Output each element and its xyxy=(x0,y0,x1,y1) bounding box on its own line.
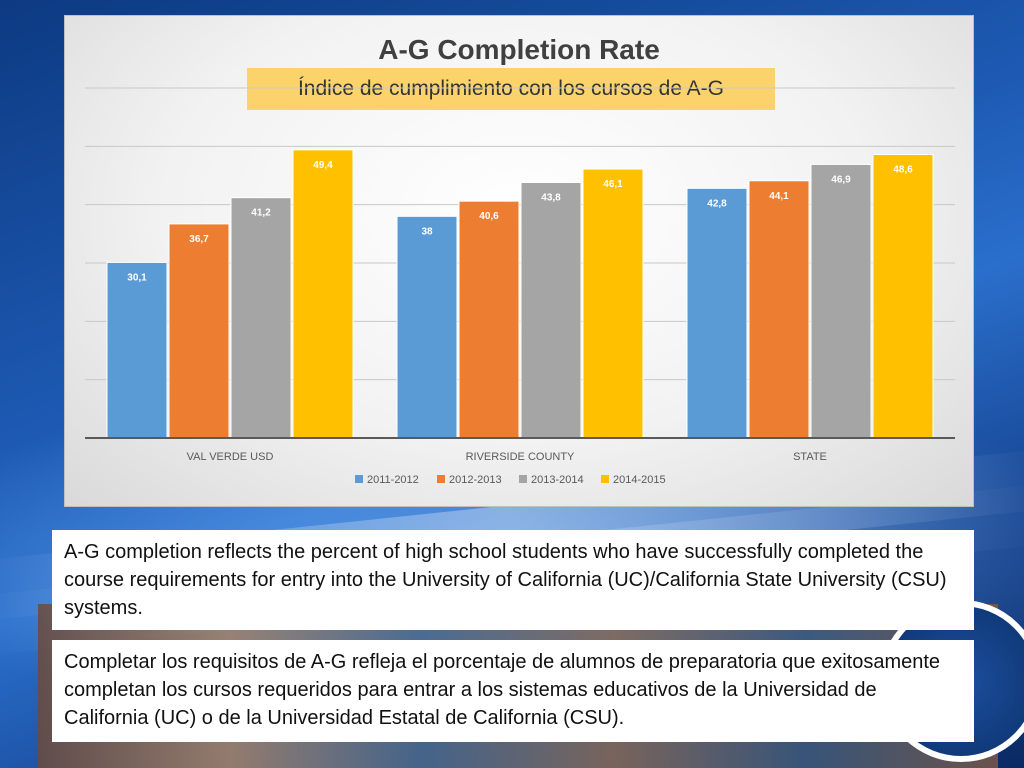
x-tick-label: RIVERSIDE COUNTY xyxy=(466,451,575,463)
data-label: 44,1 xyxy=(769,191,789,202)
bar xyxy=(810,163,872,439)
bar xyxy=(582,168,644,439)
bar xyxy=(458,200,520,439)
data-label: 49,4 xyxy=(313,160,333,171)
data-label: 46,1 xyxy=(603,179,623,190)
data-label: 42,8 xyxy=(707,198,727,209)
legend-label: 2011-2012 xyxy=(367,474,419,486)
chart-title: A-G Completion Rate xyxy=(378,34,660,65)
chart-panel: A-G Completion Rate Índice de cumplimien… xyxy=(64,15,974,507)
legend-swatch xyxy=(601,475,609,483)
bar xyxy=(230,197,292,439)
data-label: 40,6 xyxy=(479,211,499,222)
data-label: 30,1 xyxy=(127,272,147,283)
bar xyxy=(520,182,582,439)
bar xyxy=(686,187,748,439)
legend-label: 2012-2013 xyxy=(449,474,502,486)
description-english: A-G completion reflects the percent of h… xyxy=(52,530,974,630)
x-tick-label: VAL VERDE USD xyxy=(187,451,274,463)
legend-label: 2014-2015 xyxy=(613,474,666,486)
data-label: 36,7 xyxy=(189,234,209,245)
x-tick-label: STATE xyxy=(793,451,827,463)
bar xyxy=(748,180,810,439)
legend-label: 2013-2014 xyxy=(531,474,584,486)
description-spanish: Completar los requisitos de A-G refleja … xyxy=(52,640,974,742)
bar xyxy=(168,223,230,439)
legend-swatch xyxy=(519,475,527,483)
data-label: 43,8 xyxy=(541,193,561,204)
bar xyxy=(292,149,354,439)
legend-swatch xyxy=(355,475,363,483)
bar xyxy=(396,215,458,439)
data-label: 38 xyxy=(421,226,433,237)
data-label: 41,2 xyxy=(251,208,271,219)
bar xyxy=(872,154,934,439)
bar-chart: 30,1 36,7 41,2 49,4 VAL VERDE USD 38 40,6 43,8 4… xyxy=(85,87,955,486)
bar xyxy=(106,261,168,439)
data-label: 46,9 xyxy=(831,174,851,185)
legend-swatch xyxy=(437,475,445,483)
data-label: 48,6 xyxy=(893,165,913,176)
